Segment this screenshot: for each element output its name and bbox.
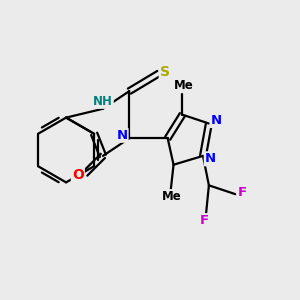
Text: S: S (160, 65, 170, 79)
Text: N: N (205, 152, 216, 165)
Text: NH: NH (93, 95, 113, 108)
Text: F: F (200, 214, 209, 227)
Text: Me: Me (174, 79, 194, 92)
Text: O: O (72, 168, 84, 182)
Text: F: F (237, 186, 246, 199)
Text: N: N (211, 114, 222, 127)
Text: N: N (116, 129, 128, 142)
Text: Me: Me (162, 190, 182, 203)
